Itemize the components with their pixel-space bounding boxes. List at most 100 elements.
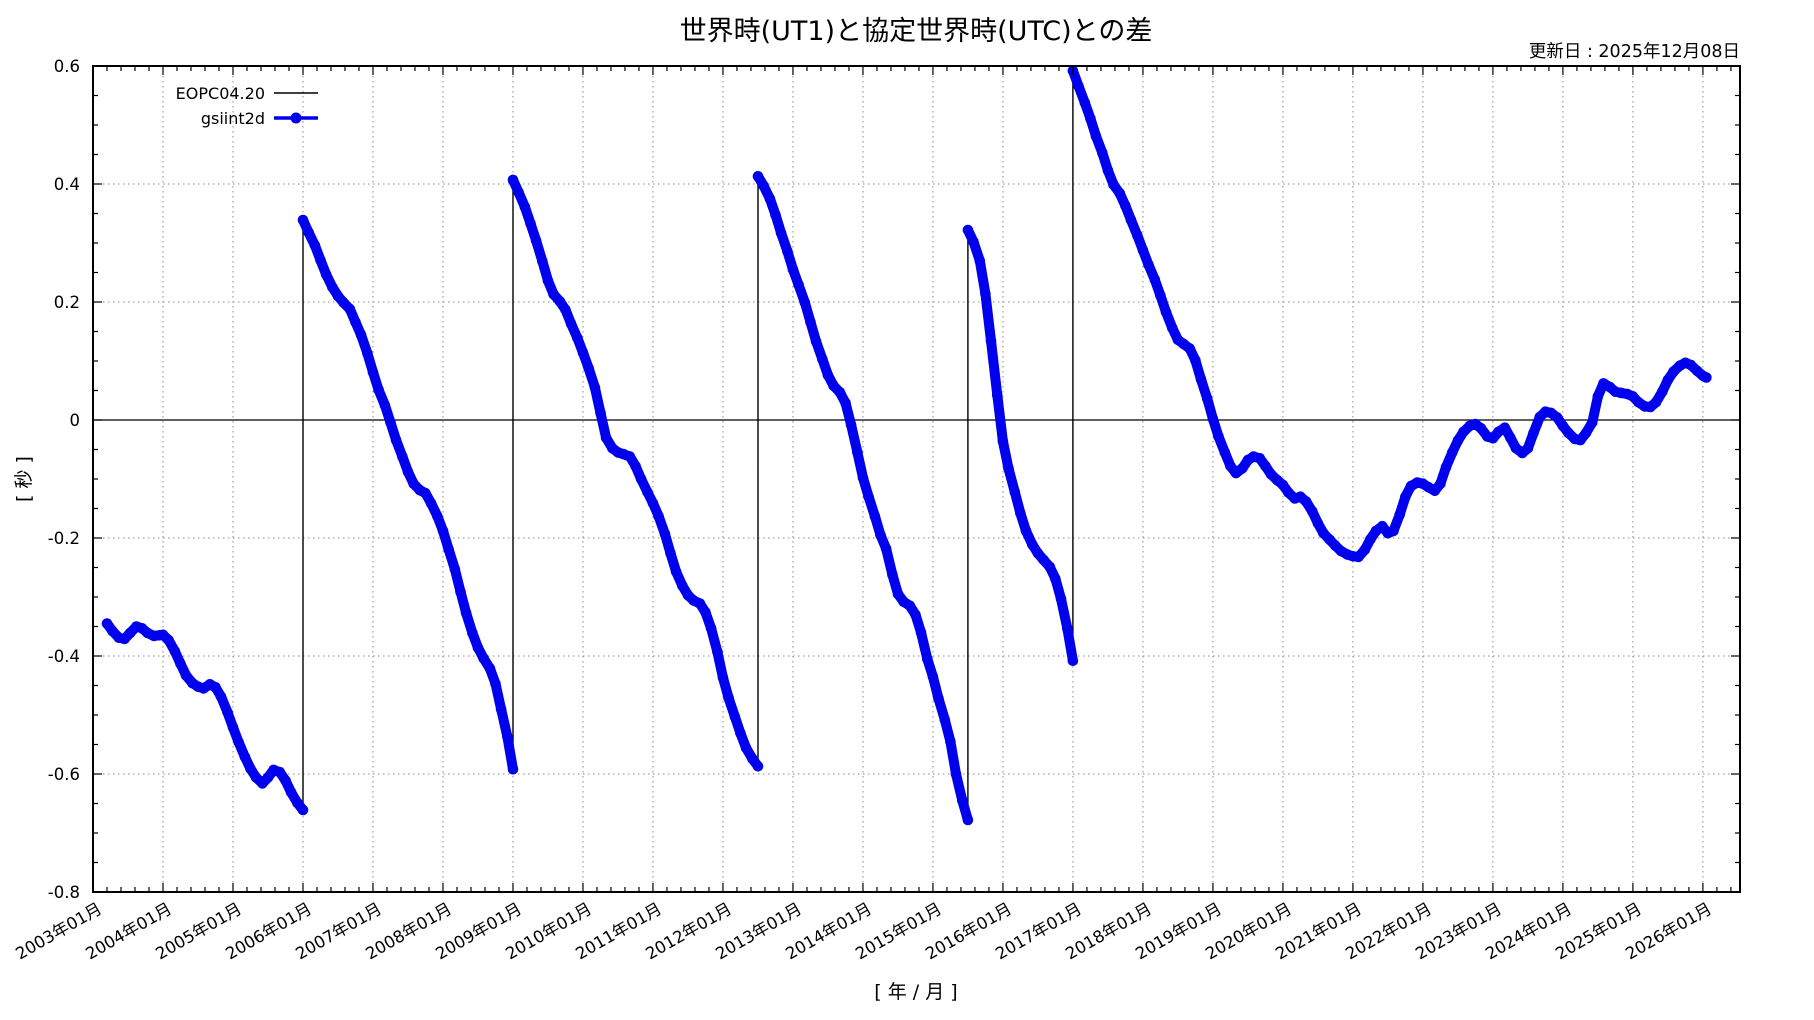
data-point-dot [577,347,589,359]
data-point-dot [1522,443,1534,454]
data-point-dot [402,466,414,478]
data-point-dot [554,296,566,307]
data-point-dot [892,588,904,600]
data-point-dot [974,255,986,266]
data-point-dot [758,180,769,192]
data-point-dot [729,711,741,723]
data-point-dot [875,529,886,541]
tick-label-layer: 2003年01月2004年01月2005年01月2006年01月2007年01月… [12,57,1715,963]
data-point-dot [915,627,927,638]
data-point-dot [292,797,303,809]
data-point-dot [355,329,367,341]
data-point-dot [1085,113,1096,124]
data-point-dot [659,528,671,540]
data-point-dot [107,625,118,637]
data-point-dot [1125,214,1137,226]
plot-border [92,65,1741,893]
data-point-dot [962,224,974,236]
data-point-dot [490,678,501,689]
data-point-dot [1044,561,1056,573]
data-point-dot [1657,386,1668,398]
data-point-dot [507,764,519,775]
data-point-dot [101,618,113,629]
data-point-dot [1055,593,1067,605]
data-point-dot [215,691,227,702]
data-point-dot [327,281,338,293]
data-point-dot [799,297,811,308]
data-point-dot [922,653,933,665]
data-point-dot [647,497,659,509]
data-point-dot [1120,200,1131,212]
data-point-dot [782,246,793,257]
data-point-dot [124,627,136,639]
data-point-dot [239,751,251,763]
data-point-dot [1505,432,1516,444]
data-point-dot [962,814,974,826]
series-eopc04-layer [106,70,1707,821]
data-point-dot [210,682,221,693]
data-point-dot [1307,506,1318,517]
y-tick-label: -0.2 [48,529,80,548]
data-point-dot [939,714,951,725]
data-point-dot [530,235,542,246]
data-point-dot [1219,447,1231,458]
data-point-dot [309,240,321,251]
data-point-dot [548,289,559,300]
data-point-dot [1353,551,1364,563]
data-point-dot [1499,422,1511,434]
updated-date: 更新日 : 2025年12月08日 [1529,42,1740,62]
data-point-dot [1475,423,1487,434]
data-point-dot [227,722,239,733]
data-point-dot [1377,520,1388,532]
data-point-dot [1190,355,1201,366]
data-point-dot [344,303,356,315]
data-point-dot [705,623,717,634]
data-point-dot [373,384,384,396]
data-point-dot [834,387,846,398]
data-point-dot [793,279,804,291]
data-point-dot [1132,230,1143,241]
data-point-dot [1237,463,1248,474]
data-point-dot [1097,147,1108,158]
data-point-dot [1592,391,1604,402]
data-point-dot [1184,343,1196,354]
data-point-dot [285,787,297,798]
data-point-dot [1015,507,1026,519]
data-point-dot [1038,554,1049,566]
data-point-dot [1300,496,1312,507]
data-point-dot [367,366,379,378]
data-point-dot [950,768,962,780]
y-tick-label: -0.6 [48,765,80,784]
data-point-dot [449,564,461,575]
x-axis-title: [ 年 / 月 ] [874,981,957,1003]
data-point-dot [869,510,881,522]
data-point-dot [1167,322,1178,334]
y-tick-label: 0.6 [54,57,80,76]
data-point-dot [1050,573,1061,584]
data-point-dot [425,497,437,509]
data-point-dot [1388,525,1399,537]
data-point-dot [1202,393,1213,405]
data-point-dot [985,335,997,347]
data-point-dot [274,766,286,778]
data-point-dot [863,491,874,503]
data-point-dot [1587,417,1598,428]
data-point-dot [1160,306,1172,318]
y-tick-label: 0 [70,411,81,430]
data-point-dot [1073,80,1084,92]
data-point-dot [1701,372,1712,383]
data-point-dot [880,543,892,554]
data-point-dot [1079,97,1091,108]
data-point-dot [397,451,408,462]
data-point-dot [670,566,682,577]
data-point-dot [455,586,466,597]
data-point-dot [1447,447,1458,458]
data-point-dot [735,728,746,739]
data-point-dot [443,543,454,555]
data-point-dot [175,658,186,669]
data-point-dot [775,227,787,239]
series-eopc04-line [106,70,1707,821]
data-point-dot [408,478,419,490]
data-point-dot [857,472,869,484]
